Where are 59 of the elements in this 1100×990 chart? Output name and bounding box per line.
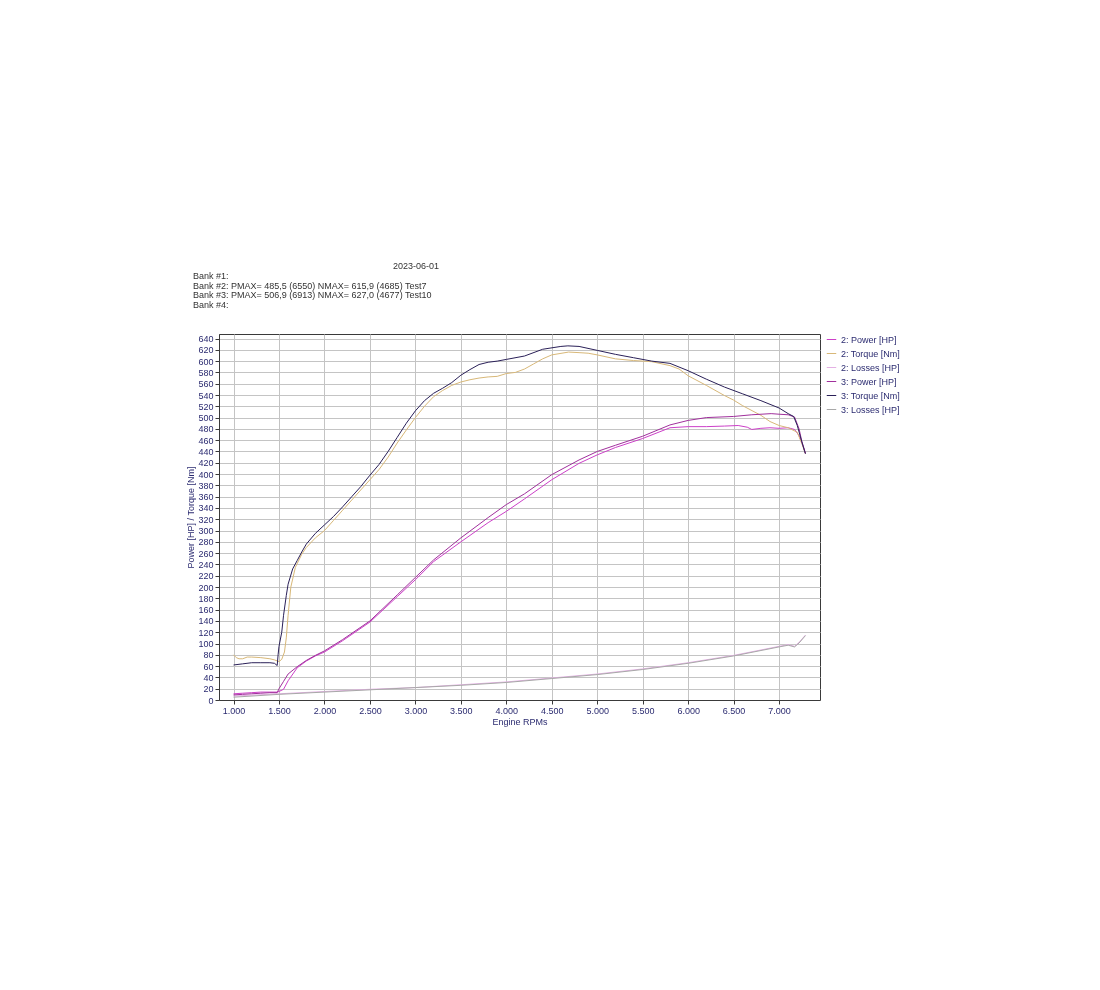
x-tick-label: 5.000	[586, 705, 609, 716]
y-tick-label: 500	[198, 413, 214, 424]
x-tick-label: 4.500	[541, 705, 564, 716]
chart-title: 2023-06-01	[393, 261, 440, 271]
y-tick-label: 380	[198, 480, 214, 491]
x-tick-label: 2.500	[359, 705, 382, 716]
x-tick-label: 4.000	[495, 705, 519, 716]
text: Bank #2: PMAX= 485,5 (6550) NMAX= 615,9 (4685) Test7	[193, 280, 427, 291]
y-tick-label: 620	[198, 345, 214, 356]
y-tick-label: 600	[198, 356, 214, 367]
legend-label: 3: Losses [HP]	[841, 404, 900, 415]
x-tick-label: 6.000	[677, 705, 700, 716]
y-tick-label: 40	[203, 672, 214, 683]
legend-label: 2: Torque [Nm]	[841, 348, 900, 359]
y-tick-label: 520	[198, 401, 214, 412]
y-tick-label: 200	[198, 582, 214, 593]
y-tick-label: 400	[198, 469, 214, 480]
legend-label: 2: Losses [HP]	[841, 362, 900, 373]
y-tick-label: 60	[203, 661, 214, 672]
legend-label: 3: Power [HP]	[841, 376, 897, 387]
y-tick-label: 120	[198, 627, 214, 638]
y-tick-label: 460	[198, 435, 214, 446]
x-tick-label: 2.000	[313, 705, 337, 716]
y-tick-label: 300	[198, 526, 214, 537]
y-tick-label: 640	[198, 334, 214, 345]
y-tick-label: 580	[198, 367, 214, 378]
y-tick-label: 20	[203, 684, 214, 695]
y-tick-label: 260	[198, 548, 214, 559]
x-tick-label: 5.500	[631, 705, 655, 716]
y-tick-label: 420	[198, 458, 214, 469]
y-tick-label: 140	[198, 616, 214, 627]
y-tick-label: 340	[198, 503, 214, 514]
y-tick-label: 80	[203, 650, 214, 661]
text: Bank #3: PMAX= 506,9 (6913) NMAX= 627,0 (4677) Test10	[193, 290, 432, 301]
y-tick-label: 320	[198, 514, 214, 525]
y-tick-label: 160	[198, 605, 214, 616]
x-tick-label: 6.500	[722, 705, 746, 716]
y-tick-label: 440	[198, 446, 214, 457]
y-tick-label: 360	[198, 492, 214, 503]
x-tick-label: 7.000	[768, 705, 791, 716]
y-tick-label: 180	[198, 593, 214, 604]
x-tick-label: 3.500	[450, 705, 473, 716]
y-tick-label: 100	[198, 639, 214, 650]
x-axis-title: Engine RPMs	[492, 716, 549, 727]
legend-label: 3: Torque [Nm]	[841, 390, 900, 401]
y-tick-label: 240	[198, 559, 214, 570]
text: Bank #1:	[193, 271, 229, 281]
x-tick-label: 1.000	[222, 705, 246, 716]
legend-label: 2: Power [HP]	[841, 334, 897, 345]
y-tick-label: 220	[198, 571, 214, 582]
y-tick-label: 540	[198, 390, 214, 401]
text: Bank #4:	[193, 300, 229, 311]
y-tick-label: 280	[198, 537, 214, 548]
x-tick-label: 1.500	[268, 705, 291, 716]
y-tick-label: 0	[208, 695, 214, 706]
y-tick-label: 560	[198, 379, 214, 390]
y-tick-label: 480	[198, 424, 214, 435]
x-tick-label: 3.000	[404, 705, 428, 716]
y-axis-title: Power [HP] / Torque [Nm]	[186, 466, 197, 569]
